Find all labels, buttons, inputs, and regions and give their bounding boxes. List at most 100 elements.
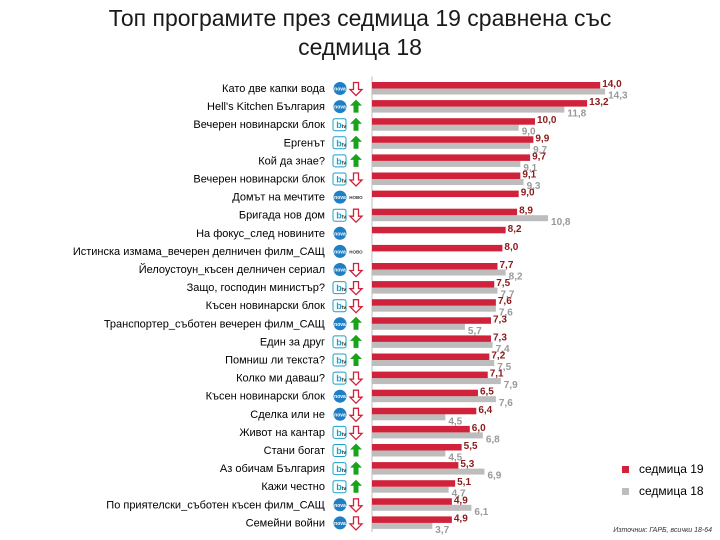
chart-row: Бригада нов дом b tv 10,8 8,9: [239, 206, 571, 229]
nova-logo-icon: [333, 190, 347, 204]
category-label: Вечерен новинарски блок: [193, 119, 325, 131]
nova-logo-icon: [333, 389, 347, 403]
data-label-week18: 11,8: [567, 109, 586, 120]
data-label-week19: 13,2: [589, 97, 609, 108]
trend-up-icon: [350, 353, 362, 366]
nova-logo-mark: nova: [334, 249, 346, 255]
nova-logo-mark: nova: [334, 322, 346, 328]
data-label-week19: 9,7: [532, 151, 546, 162]
bar-week18: [372, 269, 506, 276]
data-label-week18: 7,6: [499, 398, 513, 409]
data-label-week19: 7,7: [500, 260, 514, 271]
bar-week18: [372, 486, 449, 493]
btv-logo-mark: b: [336, 446, 342, 456]
chart-title-line-2: седмица 18: [298, 34, 422, 60]
btv-logo-mark: tv: [342, 215, 347, 221]
nova-logo-icon: [333, 498, 347, 512]
category-label: Помниш ли текста?: [225, 355, 325, 367]
trend-down-icon: [348, 262, 364, 278]
data-label-week18: 10,8: [551, 217, 571, 228]
bar-week18: [372, 142, 531, 149]
category-label: Вечерен новинарски блок: [193, 174, 325, 186]
category-label: Аз обичам България: [220, 463, 325, 475]
nova-logo-icon: [333, 100, 347, 114]
trend-down-icon: [348, 371, 364, 387]
bar-week19: [372, 100, 588, 107]
bar-week19: [372, 317, 491, 324]
nova-logo-icon: [333, 226, 347, 240]
nova-logo-icon: [333, 516, 347, 530]
btv-logo-mark: b: [336, 156, 342, 166]
nova-logo-icon: [333, 82, 347, 95]
trend-down-icon: [348, 208, 364, 224]
btv-logo-mark: b: [336, 374, 342, 384]
btv-logo-mark: tv: [342, 305, 347, 311]
btv-logo-mark: b: [336, 175, 342, 185]
btv-logo-icon: [332, 480, 347, 494]
category-label: Кой да знае?: [258, 155, 325, 167]
btv-logo-icon: [332, 462, 347, 476]
btv-logo-icon: [332, 208, 347, 222]
category-label: Късен новинарски блок: [206, 300, 326, 312]
btv-logo-icon: [332, 353, 347, 367]
bar-week18: [372, 504, 472, 511]
data-label-week19: 9,9: [535, 133, 549, 144]
chart-row: По приятелски_съботен късен филм_САЩ nova…: [106, 495, 488, 518]
nova-logo-icon: [333, 317, 347, 331]
category-label: Hell's Kitchen България: [207, 101, 325, 113]
btv-logo-mark: b: [336, 211, 342, 221]
btv-logo-mark: b: [336, 464, 342, 474]
btv-logo-mark: tv: [342, 160, 347, 166]
btv-logo-icon: [332, 118, 347, 132]
bar-week19: [372, 335, 491, 342]
chart-row: Hell's Kitchen България nova 11,813,2: [207, 97, 609, 120]
legend-swatch-week19: [622, 465, 629, 473]
btv-logo-mark: tv: [342, 450, 347, 456]
btv-logo-mark: tv: [342, 287, 347, 293]
category-label: Йелоустоун_късен делничен сериал: [139, 263, 325, 276]
nova-logo-icon: [333, 263, 347, 276]
trend-down-icon: [348, 407, 364, 423]
trend-up-icon: [350, 117, 362, 131]
chart-row: На фокус_след новините nova 8,2: [196, 224, 522, 240]
chart-row: Защо, господин министър? b tv 7,77,5: [187, 278, 515, 301]
data-label-week18: 8,2: [509, 272, 523, 283]
data-label-week19: 8,9: [519, 206, 533, 217]
data-label-week18: 9,7: [533, 145, 547, 156]
data-label-week18: 14,3: [608, 91, 628, 102]
bar-week19: [372, 353, 490, 360]
btv-logo-mark: b: [336, 337, 342, 347]
data-label-week19: 5,1: [457, 477, 471, 488]
btv-logo-icon: [332, 154, 347, 168]
chart-title: Топ програмите през седмица 19 сравнена …: [60, 4, 660, 62]
data-label-week19: 7,2: [491, 351, 505, 362]
trend-up-icon: [350, 99, 362, 113]
bar-week19: [372, 172, 521, 179]
bar-week18: [372, 396, 496, 403]
btv-logo-mark: tv: [342, 124, 347, 130]
bar-week19: [372, 263, 498, 270]
chart-row: Живот на кантар b tv 6,86,0: [239, 423, 500, 446]
data-label-week18: 6,1: [474, 507, 488, 518]
btv-logo-mark: tv: [342, 432, 347, 438]
data-label-week19: 6,5: [480, 387, 494, 398]
legend-item-week18: седмица 18: [622, 480, 704, 502]
category-label: Истинска измама_вечерен делничен филм_СА…: [73, 246, 325, 258]
data-label-week18: 7,6: [499, 308, 513, 319]
data-label-week18: 4,5: [448, 453, 462, 464]
bar-week18: [372, 450, 446, 457]
btv-logo-mark: b: [336, 138, 342, 148]
bar-week19: [372, 244, 503, 252]
data-label-week19: 9,0: [521, 188, 535, 199]
data-label-week18: 4,5: [448, 416, 462, 427]
category-label: Един за друг: [260, 336, 325, 348]
legend-swatch-week18: [622, 487, 629, 495]
bar-week19: [372, 226, 506, 234]
btv-logo-mark: b: [336, 120, 342, 130]
category-label: Семейни войни: [246, 517, 325, 529]
chart-row: Кажи честно b tv 4,75,1: [261, 477, 471, 500]
nova-logo-icon: [333, 407, 347, 421]
chart-row: Семейни войни nova 3,7 4,9: [246, 513, 469, 536]
chart-row: Вечерен новинарски блок b tv 9,39,1: [193, 170, 541, 193]
